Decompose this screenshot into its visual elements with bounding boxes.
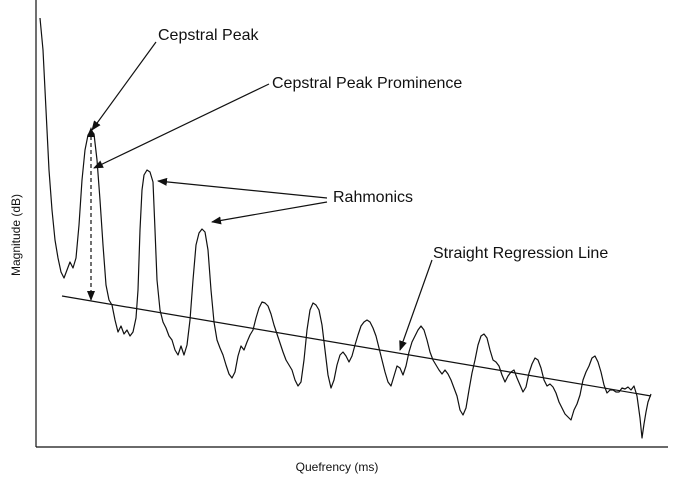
rahmonic-arrow-1 xyxy=(157,177,328,199)
regression-line-label: Straight Regression Line xyxy=(433,245,608,262)
rahmonic-arrow-2 xyxy=(211,201,328,225)
cepstral-peak-prominence-label: Cepstral Peak Prominence xyxy=(272,75,462,92)
regression-arrow xyxy=(399,259,433,351)
rahmonics-label: Rahmonics xyxy=(333,189,413,206)
cepstrum-curve xyxy=(39,17,652,439)
x-axis-label: Quefrency (ms) xyxy=(296,460,379,474)
prominence-arrow xyxy=(93,83,270,169)
y-axis-label: Magnitude (dB) xyxy=(9,194,23,276)
regression-line xyxy=(61,295,652,397)
cepstral-peak-label: Cepstral Peak xyxy=(158,27,259,44)
cepstral-peak-arrow xyxy=(91,41,157,131)
